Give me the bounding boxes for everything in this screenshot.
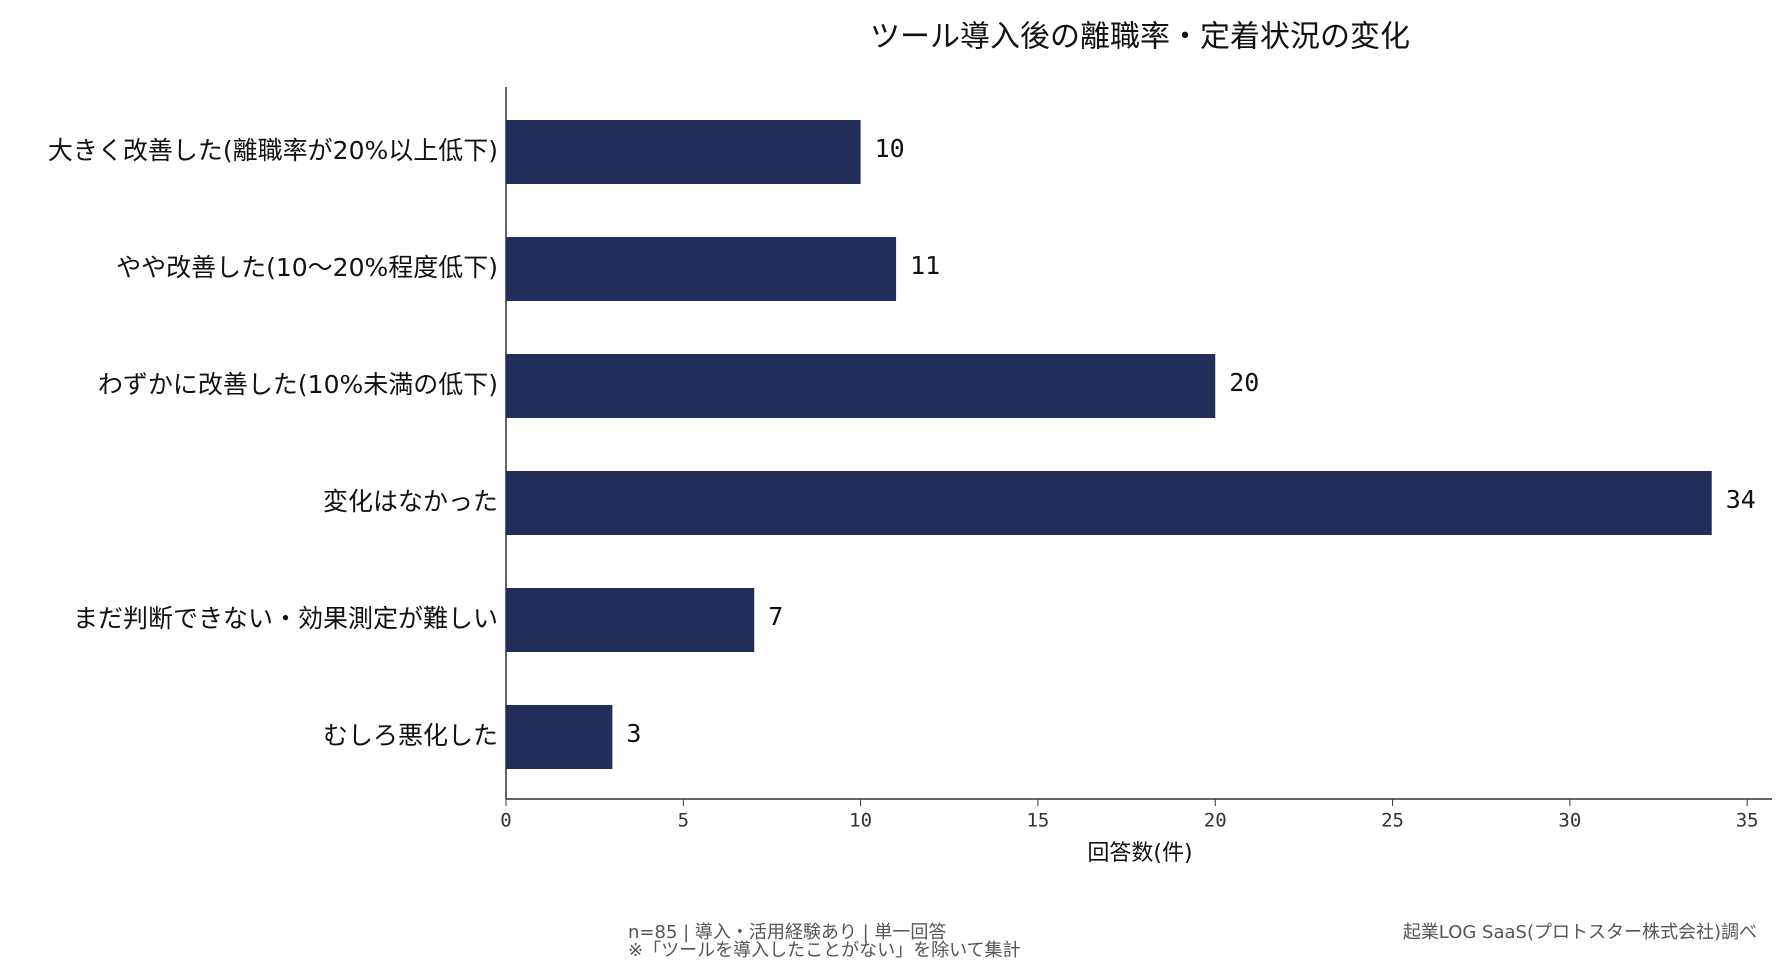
value-label: 11 [910,251,940,280]
x-tick-label: 20 [1204,810,1227,832]
footnote: ※「ツールを導入したことがない」を除いて集計 [628,940,1021,960]
x-tick-label: 25 [1381,810,1404,832]
value-label: 34 [1726,485,1756,514]
bar [506,588,755,652]
value-label: 20 [1229,368,1259,397]
y-tick-label: 大きく改善した(離職率が20%以上低下) [48,136,498,165]
bar [506,120,861,184]
x-tick-label: 0 [500,810,511,832]
value-label: 7 [768,602,783,631]
x-tick-label: 30 [1558,810,1581,832]
y-tick-label: 変化はなかった [323,487,498,516]
y-tick-label: やや改善した(10〜20%程度低下) [116,253,498,282]
value-label: 3 [626,719,641,748]
y-tick-label: わずかに改善した(10%未満の低下) [98,370,498,399]
x-tick-label: 15 [1026,810,1049,832]
source: 起業LOG SaaS(プロトスター株式会社)調べ [1403,922,1757,943]
y-tick-label: まだ判断できない・効果測定が難しい [73,604,498,633]
bar [506,237,897,301]
chart-title: ツール導入後の離職率・定着状況の変化 [870,20,1410,55]
y-tick-label: むしろ悪化した [323,721,498,750]
bar [506,471,1712,535]
footnote: n=85 | 導入・活用経験あり | 単一回答 [628,922,946,943]
bar [506,705,613,769]
x-tick-label: 35 [1736,810,1759,832]
value-label: 10 [875,134,905,163]
x-tick-label: 5 [678,810,689,832]
x-axis-label: 回答数(件) [1087,841,1192,866]
bar [506,354,1216,418]
x-tick-label: 10 [849,810,872,832]
